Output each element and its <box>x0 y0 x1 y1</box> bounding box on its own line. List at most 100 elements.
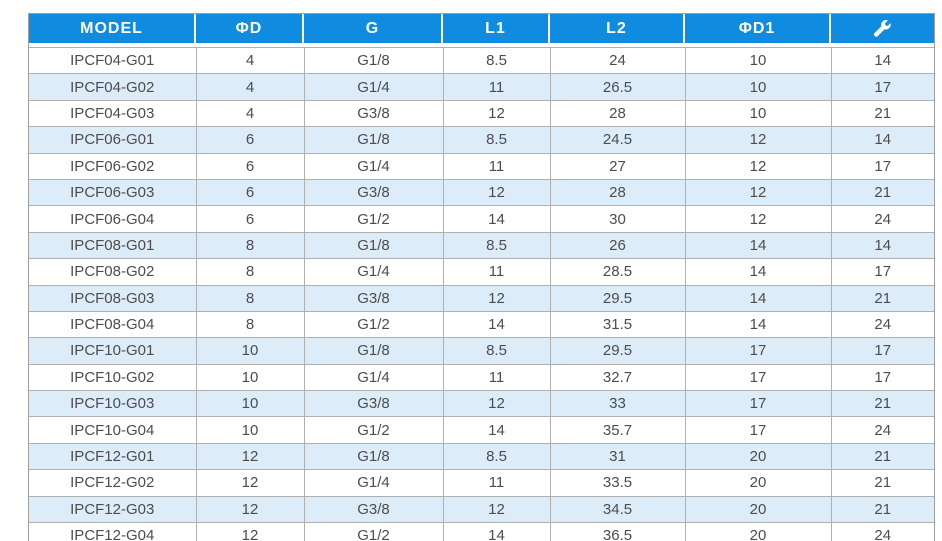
cell-l2: 24 <box>549 46 685 74</box>
cell-wrench-size: 17 <box>830 258 934 286</box>
cell-l1: 12 <box>442 99 550 127</box>
cell-wrench-size: 14 <box>830 231 934 259</box>
cell-phi-d: 8 <box>195 258 304 286</box>
cell-phi-d: 12 <box>195 442 304 470</box>
cell-wrench-size: 17 <box>830 73 934 101</box>
cell-phi-d: 12 <box>195 522 304 541</box>
cell-g: G1/4 <box>303 152 443 180</box>
cell-phi-d: 4 <box>195 99 304 127</box>
cell-g: G1/8 <box>303 337 443 365</box>
cell-wrench-size: 21 <box>830 495 934 523</box>
cell-wrench-size: 21 <box>830 284 934 312</box>
cell-l1: 8.5 <box>442 46 550 74</box>
cell-l2: 26.5 <box>549 73 685 101</box>
cell-model: IPCF08-G04 <box>29 310 196 338</box>
cell-phi-d: 6 <box>195 152 304 180</box>
cell-l1: 11 <box>442 152 550 180</box>
table-row: IPCF12-G03 12 G3/8 12 34.5 20 21 <box>29 495 934 523</box>
cell-phi-d1: 20 <box>684 469 831 497</box>
cell-phi-d: 8 <box>195 284 304 312</box>
cell-phi-d: 4 <box>195 73 304 101</box>
cell-g: G1/8 <box>303 126 443 154</box>
table-row: IPCF12-G04 12 G1/2 14 36.5 20 24 <box>29 522 934 541</box>
table-row: IPCF06-G03 6 G3/8 12 28 12 21 <box>29 178 934 206</box>
cell-l2: 27 <box>549 152 685 180</box>
cell-l2: 34.5 <box>549 495 685 523</box>
cell-g: G1/8 <box>303 46 443 74</box>
cell-wrench-size: 24 <box>830 310 934 338</box>
cell-g: G3/8 <box>303 495 443 523</box>
header-l2: L2 <box>550 14 685 43</box>
table-row: IPCF04-G01 4 G1/8 8.5 24 10 14 <box>29 46 934 74</box>
cell-wrench-size: 24 <box>830 416 934 444</box>
table-row: IPCF12-G01 12 G1/8 8.5 31 20 21 <box>29 442 934 470</box>
cell-l2: 31.5 <box>549 310 685 338</box>
cell-phi-d: 8 <box>195 231 304 259</box>
cell-l2: 24.5 <box>549 126 685 154</box>
cell-g: G3/8 <box>303 99 443 127</box>
cell-model: IPCF12-G03 <box>29 495 196 523</box>
cell-phi-d: 6 <box>195 126 304 154</box>
table-row: IPCF10-G03 10 G3/8 12 33 17 21 <box>29 390 934 417</box>
cell-model: IPCF12-G04 <box>29 522 196 541</box>
cell-l1: 14 <box>442 205 550 233</box>
cell-l2: 35.7 <box>549 416 685 444</box>
cell-g: G1/2 <box>303 522 443 541</box>
cell-wrench-size: 17 <box>830 337 934 365</box>
cell-l1: 12 <box>442 284 550 312</box>
cell-phi-d1: 20 <box>684 495 831 523</box>
cell-l1: 12 <box>442 495 550 523</box>
cell-wrench-size: 17 <box>830 152 934 180</box>
cell-g: G1/2 <box>303 205 443 233</box>
cell-phi-d: 12 <box>195 469 304 497</box>
cell-wrench-size: 14 <box>830 126 934 154</box>
cell-phi-d1: 14 <box>684 284 831 312</box>
cell-g: G1/8 <box>303 231 443 259</box>
cell-model: IPCF10-G04 <box>29 416 196 444</box>
cell-l1: 14 <box>442 310 550 338</box>
cell-model: IPCF10-G02 <box>29 363 196 391</box>
header-wrench-size <box>831 14 934 43</box>
table-row: IPCF08-G02 8 G1/4 11 28.5 14 17 <box>29 258 934 286</box>
table-row: IPCF12-G02 12 G1/4 11 33.5 20 21 <box>29 469 934 497</box>
cell-l2: 29.5 <box>549 337 685 365</box>
cell-model: IPCF04-G03 <box>29 99 196 127</box>
cell-l2: 28 <box>549 178 685 206</box>
table-row: IPCF08-G01 8 G1/8 8.5 26 14 14 <box>29 231 934 259</box>
cell-l1: 12 <box>442 390 550 417</box>
cell-l2: 32.7 <box>549 363 685 391</box>
cell-l2: 30 <box>549 205 685 233</box>
table-row: IPCF06-G02 6 G1/4 11 27 12 17 <box>29 152 934 180</box>
cell-model: IPCF12-G02 <box>29 469 196 497</box>
cell-g: G1/4 <box>303 73 443 101</box>
spec-table: MODEL ΦD G L1 L2 ΦD1 IPCF04-G01 4 G1/8 8.5 <box>28 13 935 541</box>
cell-wrench-size: 17 <box>830 363 934 391</box>
cell-model: IPCF04-G01 <box>29 46 196 74</box>
cell-l1: 8.5 <box>442 126 550 154</box>
header-l1: L1 <box>443 14 550 43</box>
cell-l1: 8.5 <box>442 442 550 470</box>
header-phi-d: ΦD <box>196 14 304 43</box>
cell-model: IPCF12-G01 <box>29 442 196 470</box>
spec-table-body: IPCF04-G01 4 G1/8 8.5 24 10 14 IPCF04-G02 4 G1/4 1… <box>29 46 934 541</box>
cell-phi-d1: 17 <box>684 363 831 391</box>
cell-phi-d: 6 <box>195 178 304 206</box>
table-row: IPCF10-G01 10 G1/8 8.5 29.5 17 17 <box>29 337 934 365</box>
cell-phi-d1: 12 <box>684 205 831 233</box>
cell-wrench-size: 21 <box>830 390 934 417</box>
cell-l2: 33.5 <box>549 469 685 497</box>
cell-phi-d: 4 <box>195 46 304 74</box>
cell-model: IPCF06-G03 <box>29 178 196 206</box>
cell-model: IPCF06-G02 <box>29 152 196 180</box>
cell-l1: 11 <box>442 73 550 101</box>
cell-phi-d1: 14 <box>684 231 831 259</box>
cell-g: G1/2 <box>303 310 443 338</box>
cell-wrench-size: 24 <box>830 522 934 541</box>
cell-l2: 28 <box>549 99 685 127</box>
cell-phi-d1: 10 <box>684 99 831 127</box>
cell-wrench-size: 21 <box>830 178 934 206</box>
cell-wrench-size: 21 <box>830 442 934 470</box>
cell-g: G1/4 <box>303 258 443 286</box>
cell-phi-d1: 12 <box>684 178 831 206</box>
